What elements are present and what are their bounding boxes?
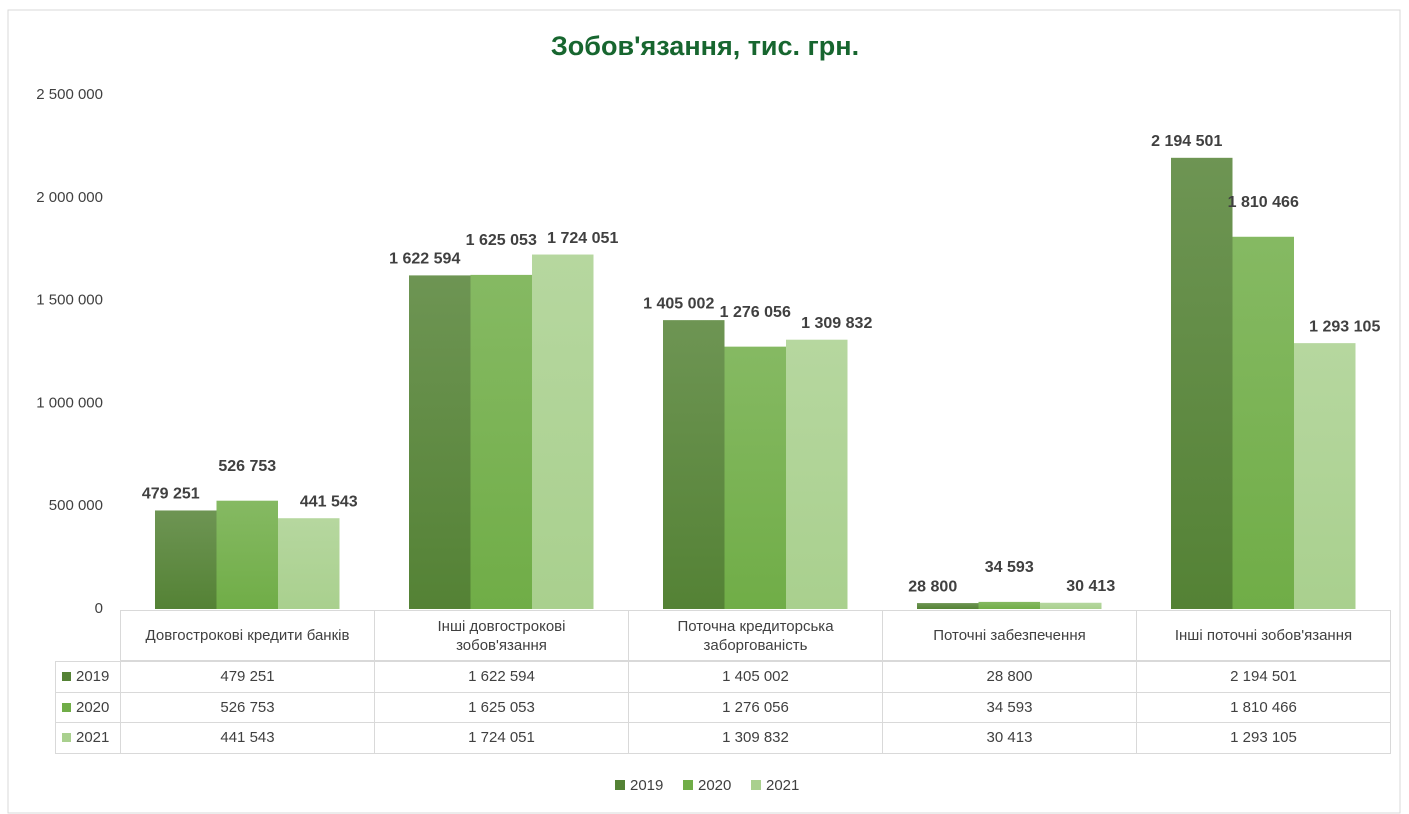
legend-label: 2019 (630, 777, 663, 794)
table-legend: 2021 (55, 722, 121, 754)
bar (786, 339, 848, 609)
bar (917, 603, 979, 609)
data-label: 1 309 832 (801, 315, 872, 332)
bar (724, 346, 786, 609)
table-cell: 1 622 594 (374, 661, 629, 693)
chart-border (7, 9, 1401, 814)
bar (1040, 602, 1102, 609)
legend-label: 2019 (76, 668, 110, 686)
bar (278, 518, 340, 609)
legend-label: 2021 (76, 729, 110, 747)
data-label: 441 543 (300, 493, 358, 510)
table-cell: 30 413 (882, 722, 1137, 754)
x-tick-label: Поточна кредиторська заборгованість (628, 610, 883, 661)
data-label: 34 593 (985, 559, 1034, 576)
legend-swatch (615, 780, 625, 790)
table-cell: 1 625 053 (374, 691, 629, 723)
data-label: 1 276 056 (720, 304, 791, 321)
bar (470, 274, 532, 609)
data-label: 2 194 501 (1151, 133, 1222, 150)
legend-label: 2021 (766, 777, 799, 794)
bar (155, 510, 217, 609)
y-tick-label: 1 500 000 (36, 292, 103, 309)
table-cell: 28 800 (882, 661, 1137, 693)
data-label: 1 293 105 (1309, 318, 1380, 335)
data-label: 1 625 053 (466, 232, 537, 249)
data-label: 1 724 051 (547, 230, 618, 247)
table-cell: 479 251 (120, 661, 375, 693)
legend-swatch (751, 780, 761, 790)
data-label: 1 405 002 (643, 295, 714, 312)
table-legend: 2019 (55, 661, 121, 693)
bar (978, 601, 1040, 609)
y-tick-label: 2 500 000 (36, 86, 103, 103)
bar (532, 254, 594, 610)
bar (216, 500, 278, 609)
data-label: 1 810 466 (1228, 194, 1299, 211)
legend-label: 2020 (76, 698, 110, 716)
table-cell: 1 405 002 (628, 661, 883, 693)
table-cell: 526 753 (120, 691, 375, 723)
table-cell: 441 543 (120, 722, 375, 754)
y-tick-label: 0 (95, 600, 103, 617)
legend-swatch (62, 702, 71, 712)
x-tick-label: Інші довгострокові зобов'язання (374, 610, 629, 661)
chart-title: Зобов'язання, тис. грн. (551, 31, 859, 61)
table-cell: 1 810 466 (1136, 691, 1391, 723)
data-label: 28 800 (908, 578, 957, 595)
data-label: 1 622 594 (389, 251, 460, 268)
table-legend: 2020 (55, 691, 121, 723)
x-tick-label: Довгострокові кредити банків (120, 610, 375, 661)
legend-swatch (62, 733, 71, 743)
data-label: 479 251 (142, 486, 200, 503)
x-tick-label: Інші поточні зобов'язання (1136, 610, 1391, 661)
bar (409, 275, 471, 609)
table-cell: 1 309 832 (628, 722, 883, 754)
legend-label: 2020 (698, 777, 731, 794)
table-cell: 2 194 501 (1136, 661, 1391, 693)
data-label: 30 413 (1066, 578, 1115, 595)
bar (1232, 236, 1294, 609)
legend-swatch (62, 672, 71, 682)
y-tick-label: 1 000 000 (36, 394, 103, 411)
bar (1171, 157, 1233, 609)
y-tick-label: 2 000 000 (36, 189, 103, 206)
table-cell: 1 724 051 (374, 722, 629, 754)
table-cell: 1 293 105 (1136, 722, 1391, 754)
bar (1294, 343, 1356, 609)
bar (663, 320, 725, 609)
table-cell: 34 593 (882, 691, 1137, 723)
x-tick-label: Поточні забезпечення (882, 610, 1137, 661)
legend-swatch (683, 780, 693, 790)
data-label: 526 753 (218, 458, 276, 475)
table-cell: 1 276 056 (628, 691, 883, 723)
y-tick-label: 500 000 (49, 497, 103, 514)
